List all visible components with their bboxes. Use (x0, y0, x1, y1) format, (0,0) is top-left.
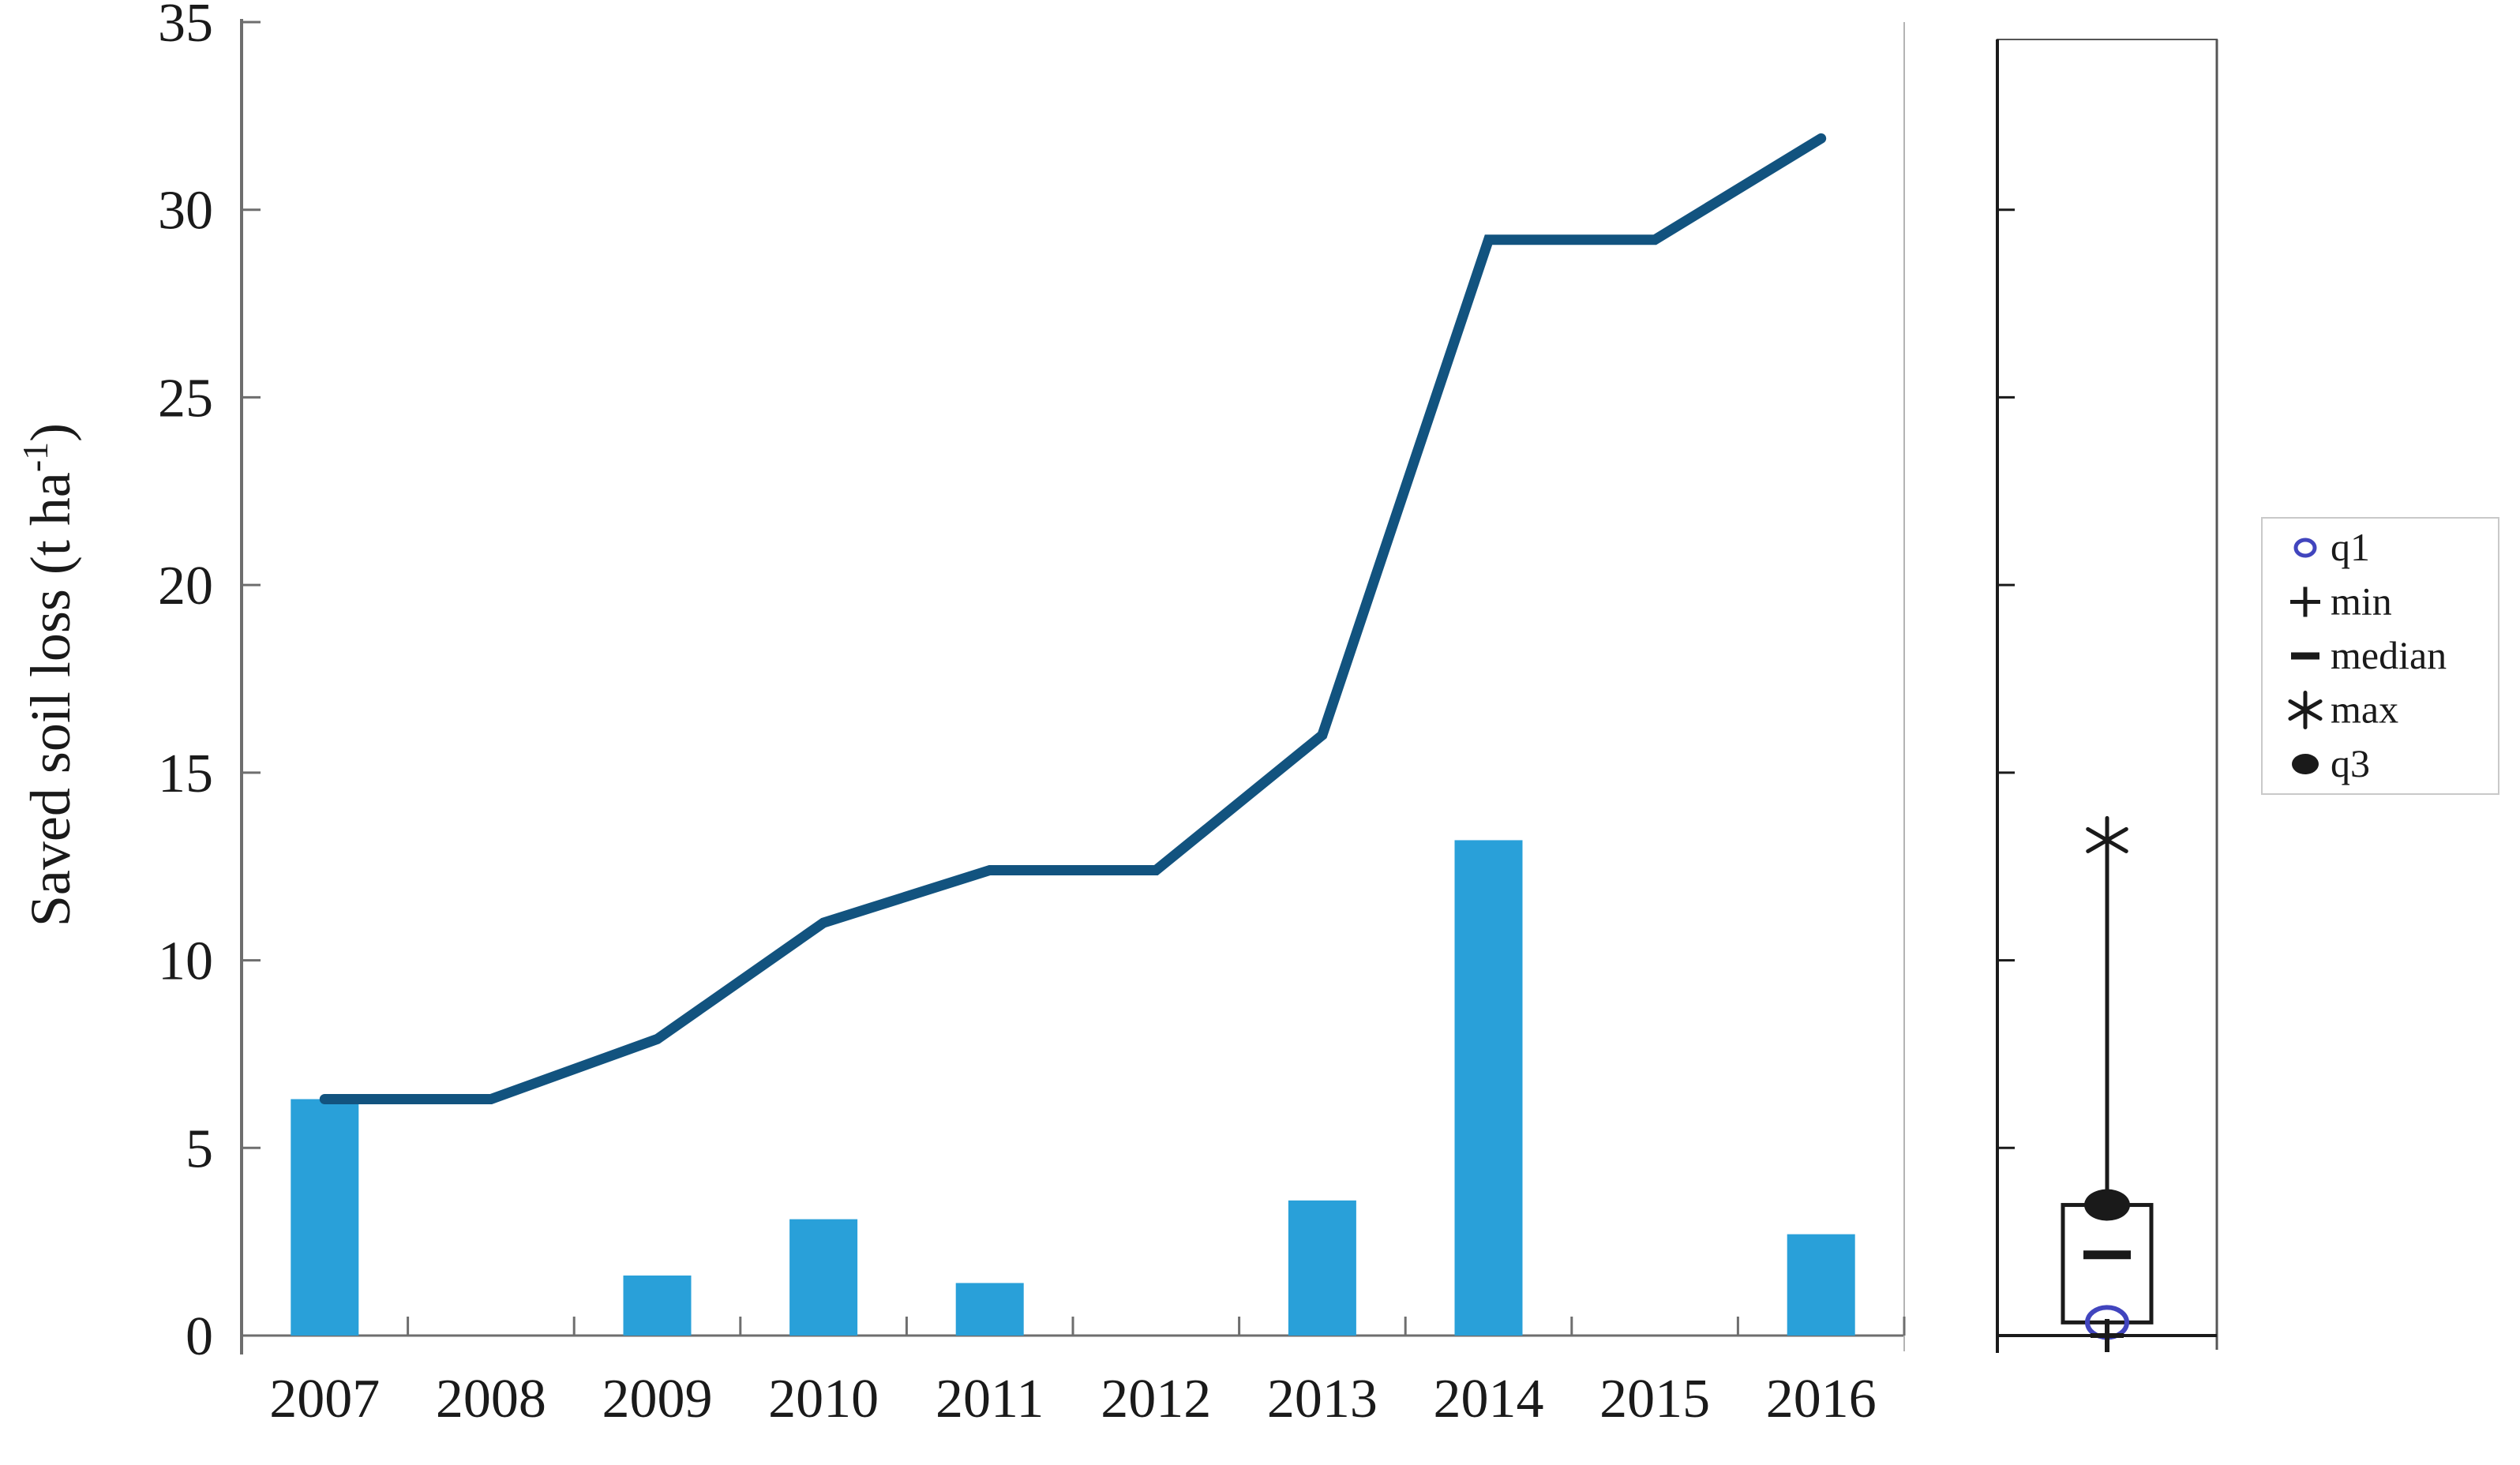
legend-item-q3: q3 (2292, 741, 2370, 785)
y-tick-label: 25 (158, 368, 213, 429)
cumulative-line (319, 133, 1827, 1104)
bar-2009 (623, 1275, 692, 1336)
x-tick-label-2008: 2008 (436, 1369, 546, 1429)
x-tick-label-2012: 2012 (1101, 1369, 1211, 1429)
y-tick-label: 10 (158, 931, 213, 992)
y-tick-label: 30 (158, 181, 213, 242)
legend-open-circle-icon (2293, 538, 2317, 558)
legend: q1 min median max q3 (2261, 517, 2499, 795)
boxplot-min-plus-icon (2091, 1319, 2124, 1352)
bar-2007 (291, 1099, 359, 1336)
legend-label-min: min (2331, 579, 2392, 624)
legend-label-q3: q3 (2331, 741, 2370, 785)
bar-2014 (1454, 840, 1523, 1336)
legend-item-min: min (2290, 579, 2392, 624)
x-tick-label-2016: 2016 (1766, 1369, 1877, 1429)
bar-2011 (955, 1283, 1024, 1336)
annual-bars-series (291, 840, 1855, 1336)
legend-item-median: median (2291, 633, 2447, 677)
y-tick-label: 15 (158, 744, 213, 804)
x-tick-label-2010: 2010 (768, 1369, 879, 1429)
main-chart-axes (240, 19, 1906, 1354)
cumulative-line-series (319, 133, 1827, 1104)
x-tick-label-2013: 2013 (1267, 1369, 1378, 1429)
legend-asterisk-icon (2288, 691, 2323, 729)
x-tick-label-2009: 2009 (602, 1369, 713, 1429)
x-tick-label-2011: 2011 (936, 1369, 1044, 1429)
boxplot-q3-filled-circle-icon (2084, 1189, 2130, 1221)
x-tick-label-2015: 2015 (1599, 1369, 1710, 1429)
x-tick-label-2007: 2007 (269, 1369, 380, 1429)
y-tick-label: 20 (158, 556, 213, 616)
x-tick-label-2014: 2014 (1434, 1369, 1544, 1429)
y-tick-label: 0 (186, 1306, 213, 1367)
legend-label-median: median (2331, 633, 2447, 677)
bar-2010 (789, 1219, 858, 1336)
boxplot-panel (1996, 39, 2218, 1353)
y-tick-label: 35 (158, 0, 213, 54)
legend-plus-icon (2290, 586, 2320, 617)
bar-2013 (1288, 1200, 1356, 1336)
y-axis-title: Saved soil loss (t ha-1) (15, 423, 82, 927)
boxplot-iqr-box (2061, 1203, 2154, 1324)
legend-item-q1: q1 (2293, 525, 2370, 569)
bar-2016 (1787, 1234, 1855, 1336)
legend-item-max: max (2288, 688, 2398, 732)
axis-labels: 0 5 10 15 20 25 30 35 2007 2008 2009 2010 2011 2012 20… (15, 0, 1877, 1429)
legend-label-q1: q1 (2331, 525, 2370, 569)
legend-filled-circle-icon (2292, 754, 2319, 774)
legend-label-max: max (2331, 688, 2398, 732)
y-tick-label: 5 (186, 1118, 213, 1179)
boxplot-max-asterisk-icon (2086, 815, 2128, 864)
